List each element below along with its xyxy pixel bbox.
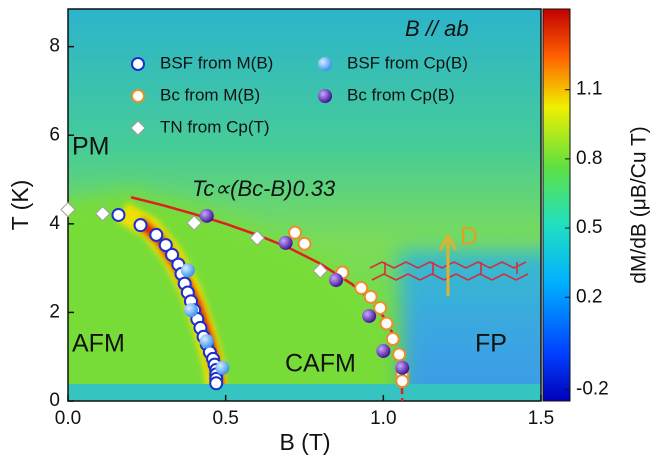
marker bbox=[379, 316, 394, 331]
marker bbox=[60, 201, 76, 218]
annotation: PM bbox=[72, 133, 110, 161]
legend-label: TN from Cp(T) bbox=[160, 117, 270, 136]
annotation: FP bbox=[475, 330, 507, 358]
marker bbox=[354, 281, 369, 296]
marker bbox=[183, 303, 198, 318]
marker bbox=[158, 238, 173, 253]
marker bbox=[180, 263, 195, 278]
colorbar-label: dM/dB (μB/Cu T) bbox=[628, 126, 651, 284]
marker bbox=[278, 235, 293, 250]
marker bbox=[288, 225, 303, 240]
marker bbox=[199, 334, 214, 349]
x-tick-label: 0.5 bbox=[212, 408, 238, 429]
x-tick-label: 1.0 bbox=[370, 408, 396, 429]
legend-marker bbox=[318, 89, 332, 103]
x-tick-label: 0.0 bbox=[55, 408, 81, 429]
marker bbox=[363, 289, 378, 304]
marker bbox=[209, 376, 224, 391]
marker bbox=[362, 308, 377, 323]
marker bbox=[186, 215, 202, 231]
legend-label: Bc from Cp(B) bbox=[347, 85, 455, 104]
marker bbox=[94, 205, 111, 222]
legend-marker bbox=[131, 89, 145, 103]
annotation: CAFM bbox=[285, 350, 356, 378]
annotation: AFM bbox=[72, 330, 125, 358]
legend-marker bbox=[318, 57, 332, 71]
y-tick-label: 4 bbox=[49, 213, 60, 234]
annotation: Tc∝(Bc-B)0.33 bbox=[192, 176, 336, 201]
colorbar-tick-label: -0.2 bbox=[576, 378, 609, 399]
marker bbox=[249, 230, 265, 246]
annotation: D bbox=[460, 223, 478, 251]
marker bbox=[395, 374, 410, 389]
marker bbox=[297, 236, 312, 251]
y-tick-label: 6 bbox=[49, 124, 60, 145]
marker bbox=[199, 208, 214, 223]
marker bbox=[312, 263, 328, 279]
marker bbox=[149, 227, 164, 242]
marker bbox=[133, 218, 148, 233]
legend-marker bbox=[131, 57, 145, 71]
x-axis-label: B (T) bbox=[279, 429, 330, 455]
marker bbox=[329, 273, 344, 288]
y-tick-label: 2 bbox=[49, 301, 60, 322]
marker bbox=[165, 247, 180, 262]
marker bbox=[215, 360, 230, 375]
colorbar bbox=[542, 8, 571, 402]
x-tick-label: 1.5 bbox=[528, 408, 554, 429]
colorbar-tick-label: 0.5 bbox=[576, 217, 602, 238]
legend-marker bbox=[130, 120, 146, 136]
y-axis-label: T (K) bbox=[7, 180, 33, 231]
annotation: B // ab bbox=[405, 16, 469, 41]
colorbar-tick-label: 1.1 bbox=[576, 79, 602, 100]
marker bbox=[111, 207, 126, 222]
marker bbox=[373, 300, 388, 315]
marker bbox=[392, 347, 407, 362]
colorbar-tick-label: 0.2 bbox=[576, 286, 602, 307]
legend-label: BSF from M(B) bbox=[160, 53, 273, 72]
arrow bbox=[438, 232, 458, 296]
marker bbox=[376, 343, 391, 358]
legend-label: BSF from Cp(B) bbox=[347, 53, 468, 72]
y-tick-label: 0 bbox=[49, 390, 60, 411]
marker bbox=[385, 331, 400, 346]
heatmap bbox=[68, 9, 541, 401]
marker bbox=[395, 360, 410, 375]
y-tick-label: 8 bbox=[49, 36, 60, 57]
colorbar-tick-label: 0.8 bbox=[576, 148, 602, 169]
legend-label: Bc from M(B) bbox=[160, 85, 260, 104]
